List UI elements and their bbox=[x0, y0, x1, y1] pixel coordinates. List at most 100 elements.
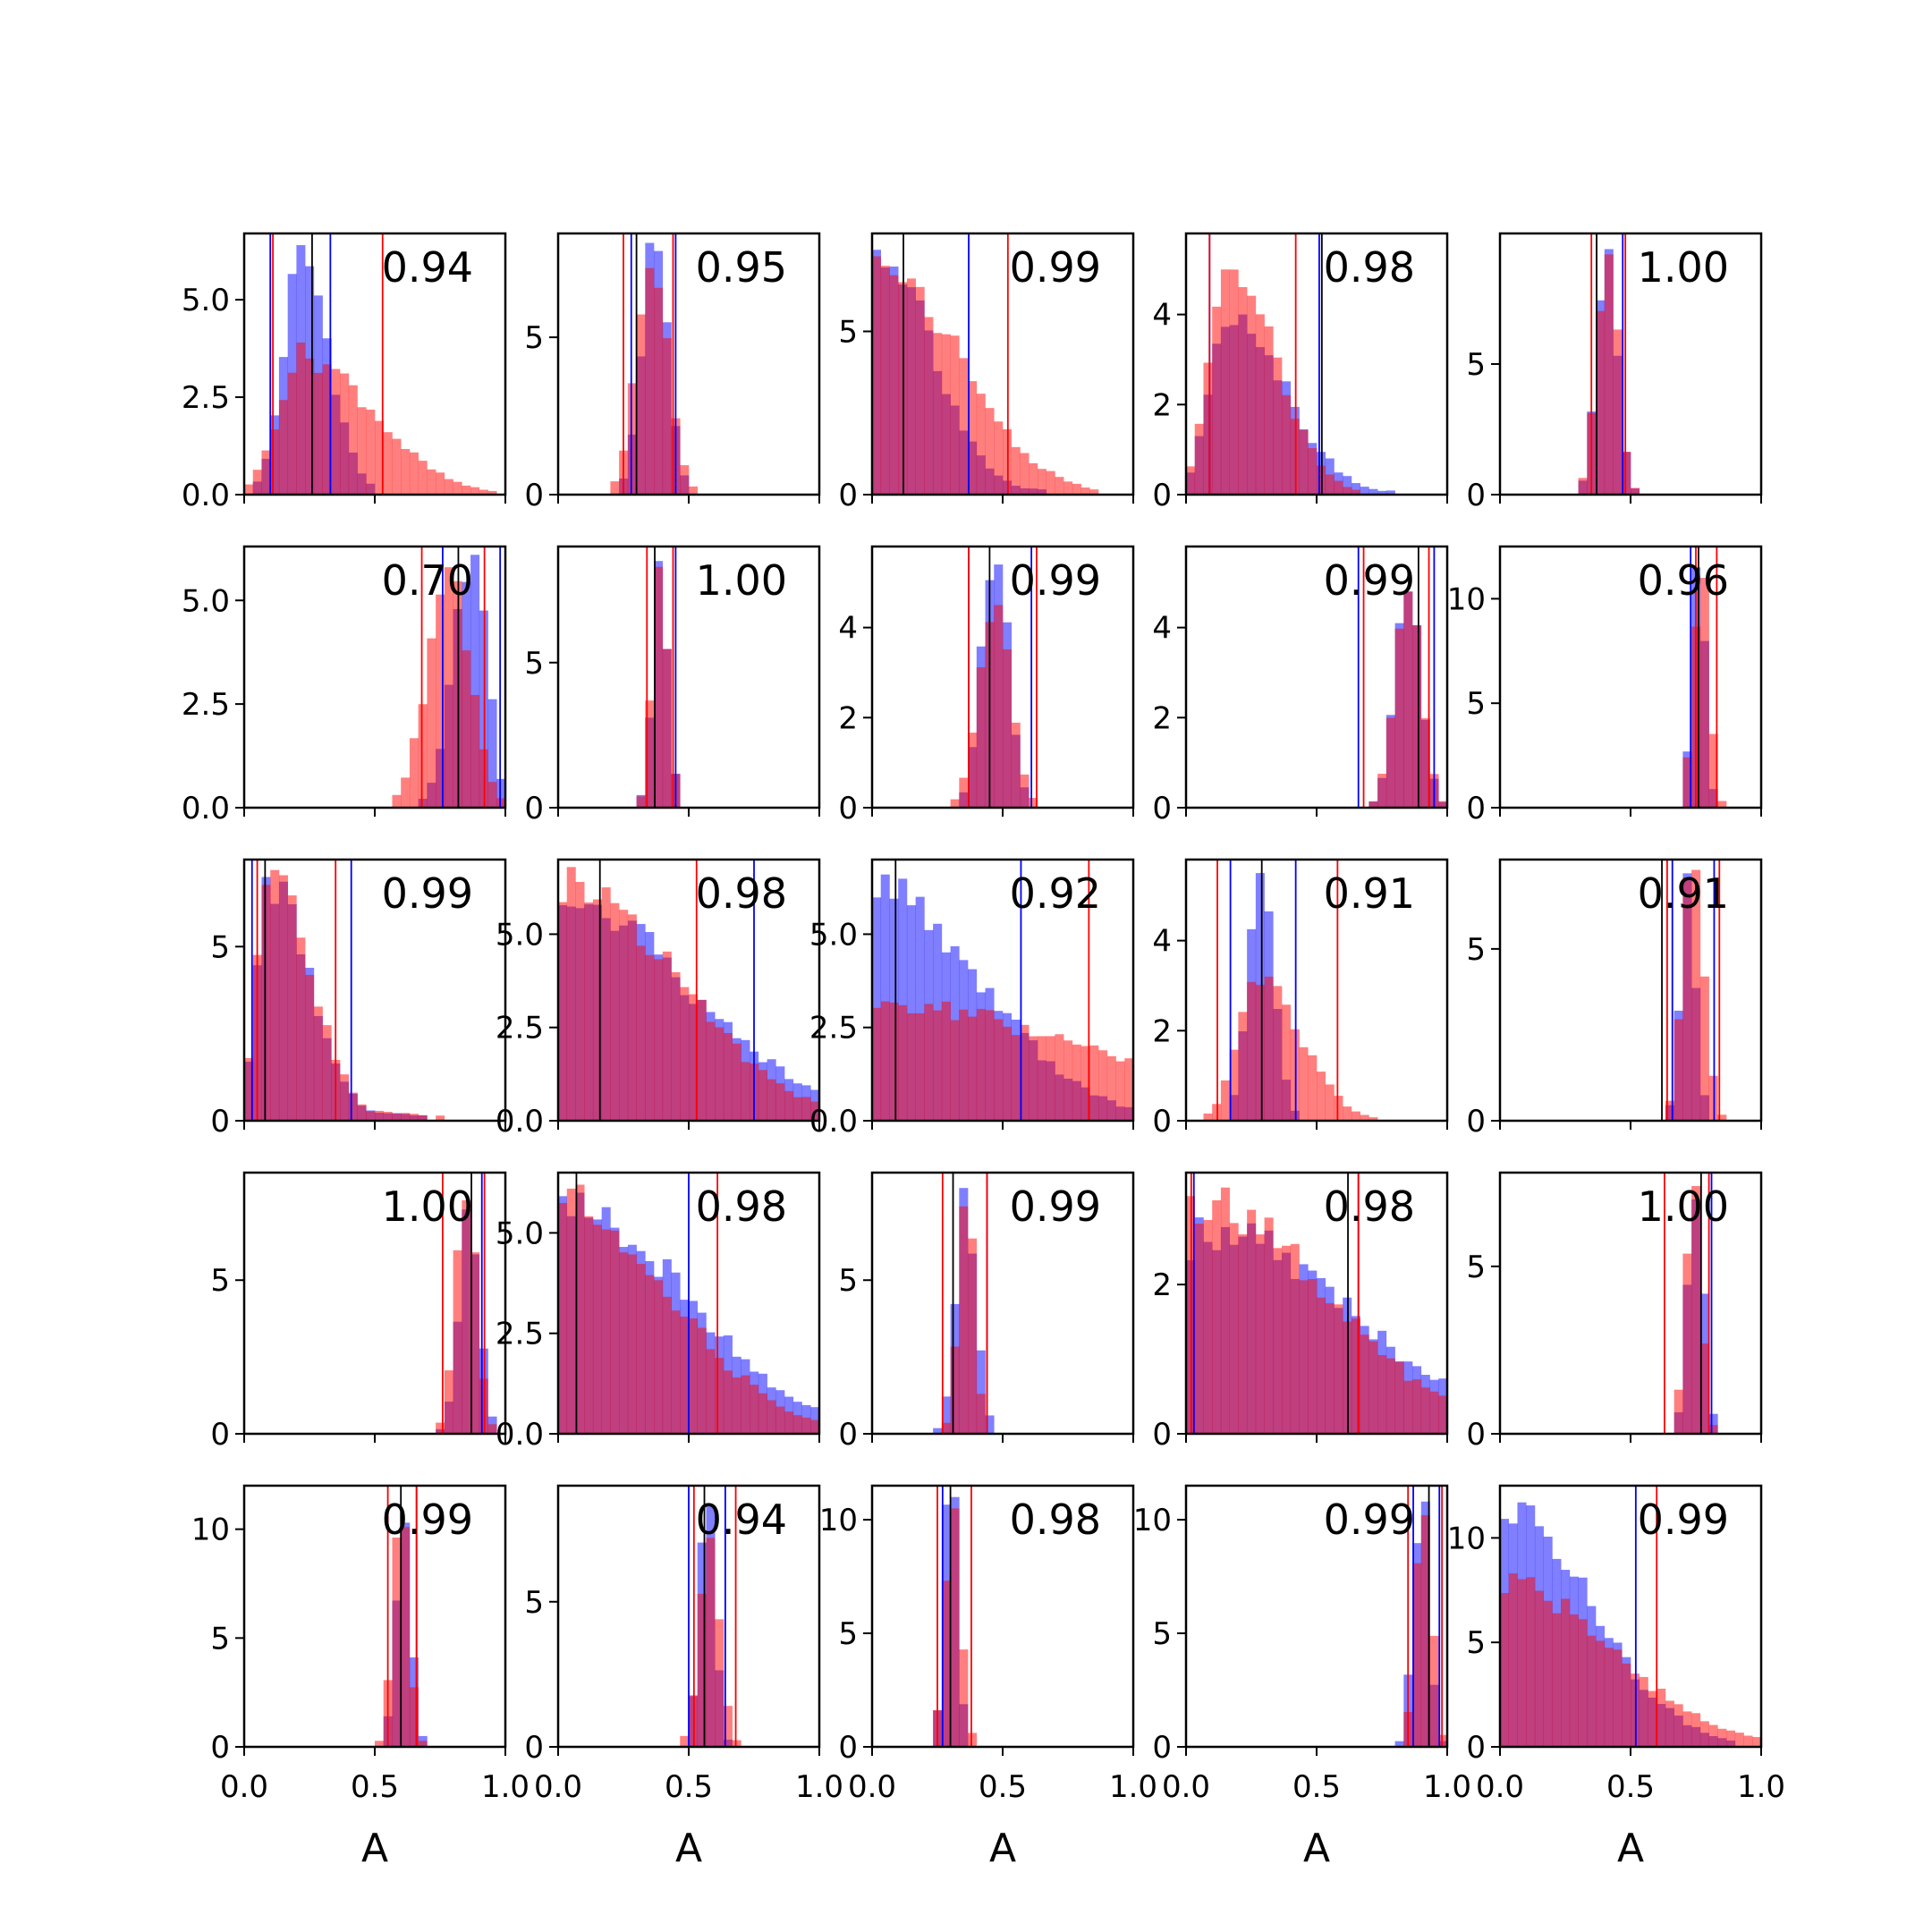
panel-annotation: 0.94 bbox=[696, 1496, 787, 1544]
panel-annotation: 0.98 bbox=[696, 869, 787, 918]
histogram-bar bbox=[880, 1001, 890, 1121]
histogram-bar bbox=[444, 479, 453, 495]
histogram-bar bbox=[1264, 326, 1274, 495]
panels: 0.02.55.00.94050.95050.990240.98051.000.… bbox=[182, 232, 1785, 1871]
histogram-series-2 bbox=[244, 343, 497, 495]
histogram-bar bbox=[575, 882, 585, 1121]
histogram-bar bbox=[1255, 985, 1265, 1121]
histogram-bar bbox=[715, 1619, 724, 1747]
histogram-bar bbox=[1273, 1248, 1283, 1434]
histogram-bar bbox=[348, 385, 358, 495]
histogram-bar bbox=[1011, 446, 1021, 495]
histogram-bar bbox=[244, 1057, 254, 1121]
histogram-bar bbox=[706, 1349, 716, 1434]
y-tick-label: 5 bbox=[210, 1263, 230, 1299]
histogram-bar bbox=[401, 1113, 411, 1121]
histogram-bar bbox=[950, 799, 960, 808]
histogram-bar bbox=[872, 256, 882, 495]
y-tick-label: 0 bbox=[838, 791, 858, 826]
histogram-bar bbox=[453, 481, 462, 495]
histogram-bar bbox=[906, 278, 916, 495]
histogram-bar bbox=[444, 567, 453, 808]
histogram-bar bbox=[1020, 774, 1030, 808]
histogram-bar bbox=[898, 1004, 908, 1121]
panel-5-2: 0 5 0.0 0.5 1.0 0.94 A bbox=[524, 1484, 843, 1871]
y-tick-label: 4 bbox=[838, 611, 858, 647]
histogram-bar bbox=[1072, 1044, 1081, 1121]
histogram-bar bbox=[662, 951, 672, 1121]
histogram-bar bbox=[1587, 1635, 1597, 1747]
histogram-bar bbox=[680, 1735, 690, 1747]
histogram-bar bbox=[1639, 1676, 1648, 1747]
histogram-bar bbox=[706, 1021, 716, 1121]
histogram-bar bbox=[409, 738, 419, 808]
histogram-bar bbox=[1124, 1058, 1134, 1121]
histogram-bar bbox=[792, 1415, 802, 1434]
histogram-bar bbox=[941, 334, 951, 495]
histogram-bar bbox=[662, 1296, 672, 1434]
histogram-bar bbox=[1360, 1114, 1369, 1121]
histogram-bar bbox=[392, 794, 402, 808]
histogram-bar bbox=[1613, 1649, 1623, 1747]
histogram-bar bbox=[889, 1002, 899, 1121]
y-tick-label: 0 bbox=[210, 1104, 230, 1140]
histogram-bar bbox=[1682, 1711, 1692, 1747]
histogram-bar bbox=[1734, 1733, 1744, 1747]
histogram-bar bbox=[487, 1424, 497, 1434]
histogram-bar bbox=[1438, 801, 1448, 808]
panel-annotation: 0.91 bbox=[1638, 869, 1729, 918]
histogram-bar bbox=[1500, 1593, 1510, 1747]
histogram-bar bbox=[436, 472, 445, 495]
y-tick-label: 10 bbox=[191, 1513, 230, 1548]
y-tick-label: 2 bbox=[838, 700, 858, 736]
histogram-bar bbox=[1282, 394, 1292, 495]
histogram-bar bbox=[1420, 718, 1430, 808]
histogram-bar bbox=[898, 878, 908, 1121]
histogram-bar bbox=[1238, 1012, 1248, 1121]
histogram-bar bbox=[436, 1115, 445, 1121]
histogram-bar bbox=[1699, 1721, 1709, 1747]
histogram-bar bbox=[1055, 477, 1064, 495]
histogram-bar bbox=[1020, 1024, 1030, 1121]
panel-annotation: 0.96 bbox=[1638, 556, 1729, 605]
histogram-bar bbox=[1674, 1704, 1683, 1747]
histogram-bar bbox=[924, 317, 934, 495]
y-tick-label: 5 bbox=[838, 1263, 858, 1299]
histogram-bar bbox=[453, 1250, 462, 1434]
histogram-bar bbox=[1351, 489, 1360, 495]
histogram-bar bbox=[906, 1013, 916, 1121]
y-tick-label: 0 bbox=[210, 1417, 230, 1453]
histogram-bar bbox=[375, 420, 385, 495]
histogram-bar bbox=[1578, 1619, 1588, 1747]
histogram-bar bbox=[340, 1074, 350, 1121]
panel-annotation: 0.98 bbox=[1010, 1496, 1101, 1544]
histogram-bar bbox=[366, 409, 376, 495]
histogram-bar bbox=[654, 1280, 664, 1434]
histogram-bar bbox=[558, 1202, 568, 1434]
histogram-bar bbox=[941, 1396, 951, 1434]
histogram-bar bbox=[950, 335, 960, 495]
histogram-bar bbox=[689, 1318, 699, 1434]
y-tick-label: 0.0 bbox=[182, 791, 230, 826]
histogram-bar bbox=[636, 945, 646, 1121]
histogram-bar bbox=[758, 1393, 767, 1434]
histogram-bar bbox=[1220, 1080, 1230, 1121]
histogram-bar bbox=[968, 381, 978, 495]
y-tick-label: 2 bbox=[1152, 700, 1172, 736]
histogram-bar bbox=[1552, 1613, 1562, 1747]
histogram-bar bbox=[287, 895, 297, 1121]
y-tick-label: 5 bbox=[1152, 1616, 1172, 1652]
histogram-bar bbox=[427, 469, 436, 495]
histogram-bar bbox=[584, 902, 594, 1121]
histogram-series-2 bbox=[1500, 1573, 1762, 1747]
panel-annotation: 1.00 bbox=[696, 556, 787, 605]
histogram-bar bbox=[1368, 801, 1378, 808]
histogram-bar bbox=[1596, 1640, 1606, 1747]
panel-1-2: 050.95 bbox=[524, 232, 821, 513]
y-tick-label: 5.0 bbox=[496, 917, 544, 953]
histogram-bar bbox=[1238, 1234, 1248, 1434]
histogram-bar bbox=[915, 286, 925, 495]
panel-annotation: 1.00 bbox=[1638, 243, 1729, 292]
histogram-bar bbox=[915, 1013, 925, 1121]
y-tick-label: 0 bbox=[524, 478, 544, 513]
